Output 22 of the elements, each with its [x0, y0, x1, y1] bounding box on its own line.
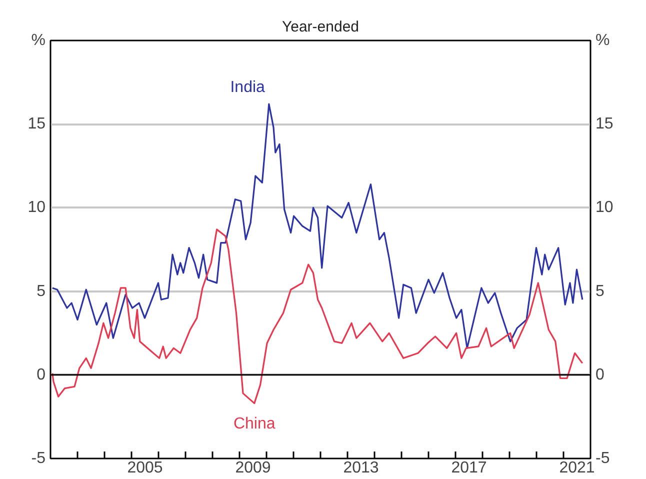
y-axis-title: % — [31, 32, 46, 49]
chart-subtitle: Year-ended — [282, 18, 360, 36]
y2-tick-label: 5 — [596, 282, 604, 300]
x-tick-label: 2017 — [451, 460, 487, 476]
y-tick-label: 15 — [28, 116, 46, 133]
y-tick-label: 10 — [28, 199, 46, 216]
x-tick-label: 2009 — [235, 460, 271, 476]
y2-tick-label: -5 — [596, 450, 610, 467]
y-tick-label: -5 — [31, 450, 46, 467]
y2-tick-label: 0 — [596, 366, 604, 384]
x-tick-label: 2005 — [127, 460, 163, 476]
series-label: China — [233, 415, 276, 432]
y2-axis-title: % — [596, 32, 610, 49]
x-tick-label: 2013 — [343, 460, 379, 476]
x-tick-label: 2021 — [559, 460, 595, 476]
y2-tick-label: 15 — [596, 116, 614, 133]
line-series — [52, 228, 584, 404]
line-series — [52, 103, 584, 349]
series-label: India — [230, 79, 266, 96]
y-tick-label: 0 — [36, 366, 46, 384]
y2-tick-label: 10 — [596, 199, 614, 216]
y-tick-label: 5 — [36, 282, 46, 300]
